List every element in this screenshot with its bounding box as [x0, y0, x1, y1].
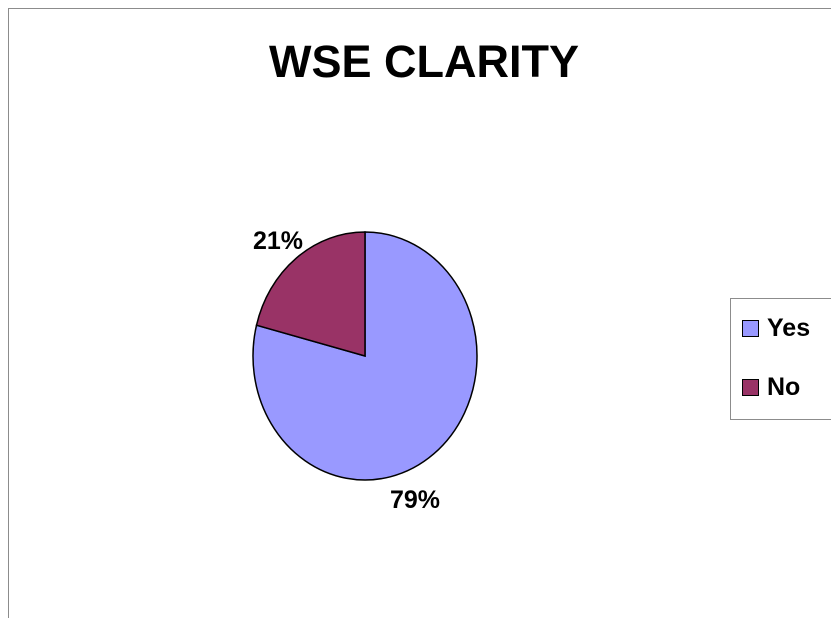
legend: Yes No: [730, 298, 831, 420]
legend-label-yes: Yes: [767, 314, 811, 342]
legend-item-yes: Yes: [742, 314, 810, 343]
legend-label-no: No: [767, 373, 801, 401]
chart-title: WSE CLARITY: [269, 36, 579, 87]
legend-swatch-yes: [742, 320, 759, 337]
slice-label-yes: 79%: [390, 486, 440, 514]
slice-label-no: 21%: [253, 227, 303, 255]
legend-swatch-no: [742, 379, 759, 396]
legend-item-no: No: [742, 373, 800, 402]
pie-slices: [252, 231, 478, 481]
pie-slice-no: [255, 231, 366, 357]
